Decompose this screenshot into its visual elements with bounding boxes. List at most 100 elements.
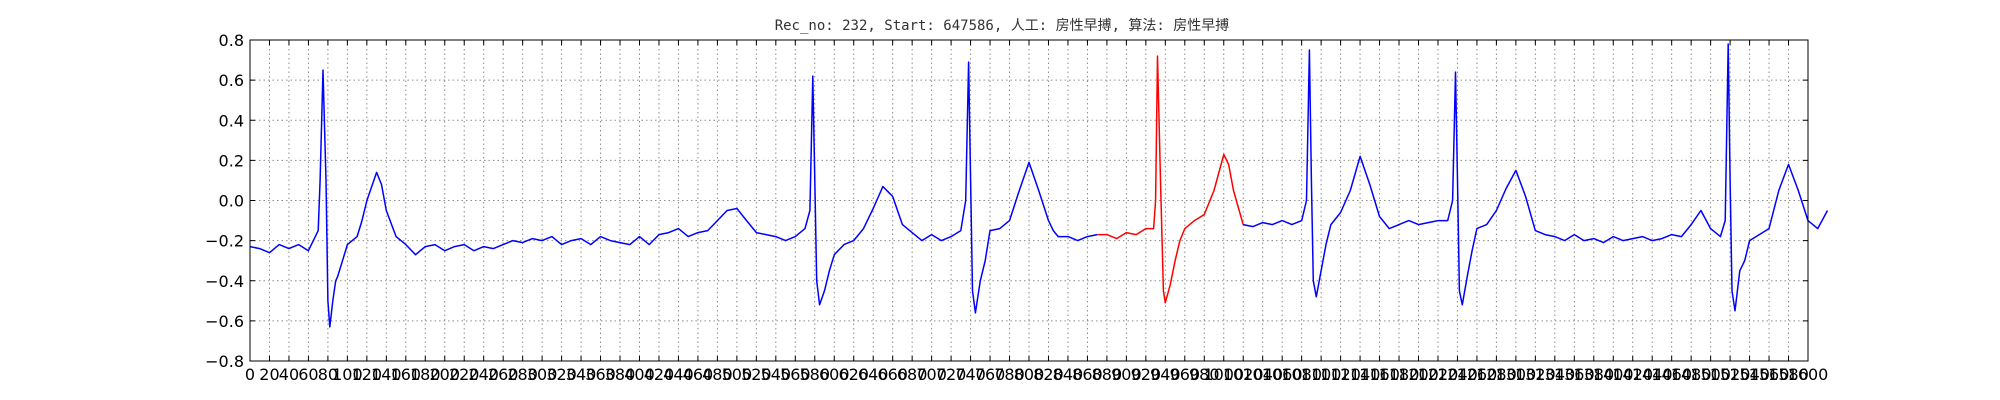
- y-tick-label: −0.4: [205, 272, 244, 291]
- x-tick-label: 1100: [1301, 365, 1342, 384]
- x-tick-label: 80: [318, 365, 338, 384]
- x-tick-label: 700: [916, 365, 947, 384]
- x-tick-label: 1480: [1671, 365, 1712, 384]
- x-tick-label: 1500: [1690, 365, 1731, 384]
- y-tick-label: 0.4: [219, 111, 244, 130]
- y-axis-ticks: −0.8 −0.6 −0.4 −0.2 0.0 0.2 0.4 0.6 0.8: [205, 31, 1808, 371]
- x-tick-label: 960: [1170, 365, 1201, 384]
- x-tick-label: 240: [468, 365, 499, 384]
- y-tick-label: 0.0: [219, 192, 244, 211]
- x-tick-label: 760: [975, 365, 1006, 384]
- x-tick-label: 1360: [1554, 365, 1595, 384]
- x-tick-label: 1180: [1379, 365, 1420, 384]
- x-tick-label: 780: [994, 365, 1025, 384]
- x-tick-label: 1040: [1242, 365, 1283, 384]
- x-tick-label: 400: [624, 365, 655, 384]
- x-tick-label: 500: [722, 365, 753, 384]
- x-tick-label: 340: [566, 365, 597, 384]
- x-tick-label: 720: [936, 365, 967, 384]
- y-tick-label: 0.6: [219, 71, 244, 90]
- x-tick-label: 1060: [1262, 365, 1303, 384]
- x-tick-label: 680: [897, 365, 928, 384]
- x-tick-label: 740: [955, 365, 986, 384]
- ecg-series-line-1: [249, 61, 1098, 328]
- x-axis-ticks: 0 20 40 60 801001201401601802002202402602803…: [245, 40, 1828, 384]
- x-tick-label: 320: [546, 365, 577, 384]
- x-tick-label: 860: [1072, 365, 1103, 384]
- x-tick-label: 280: [507, 365, 538, 384]
- x-tick-label: 40: [279, 365, 299, 384]
- x-tick-label: 260: [488, 365, 519, 384]
- x-tick-label: 880: [1092, 365, 1123, 384]
- x-tick-label: 100: [332, 365, 363, 384]
- x-tick-label: 940: [1150, 365, 1181, 384]
- y-tick-label: 0.8: [219, 31, 244, 50]
- x-tick-label: 420: [644, 365, 675, 384]
- x-tick-label: 600: [819, 365, 850, 384]
- x-tick-label: 1340: [1534, 365, 1575, 384]
- x-tick-label: 1160: [1359, 365, 1400, 384]
- x-tick-label: 1080: [1281, 365, 1322, 384]
- x-tick-label: 520: [741, 365, 772, 384]
- ecg-trace: [249, 43, 1829, 328]
- ecg-series-line-2: [1097, 55, 1244, 304]
- x-tick-label: 220: [449, 365, 480, 384]
- x-tick-label: 640: [858, 365, 889, 384]
- x-tick-label: 160: [391, 365, 422, 384]
- x-tick-label: 840: [1053, 365, 1084, 384]
- grid-lines: [250, 40, 1808, 361]
- x-tick-label: 1000: [1203, 365, 1244, 384]
- ecg-series-line-3: [1243, 43, 1829, 312]
- y-tick-label: −0.8: [205, 352, 244, 371]
- x-tick-label: 980: [1189, 365, 1220, 384]
- x-tick-label: 380: [605, 365, 636, 384]
- x-tick-label: 1300: [1496, 365, 1537, 384]
- y-tick-label: −0.2: [205, 232, 244, 251]
- x-tick-label: 1440: [1632, 365, 1673, 384]
- x-tick-label: 60: [298, 365, 318, 384]
- x-tick-label: 1220: [1418, 365, 1459, 384]
- x-tick-label: 1240: [1437, 365, 1478, 384]
- x-tick-label: 1260: [1457, 365, 1498, 384]
- x-tick-label: 1120: [1320, 365, 1361, 384]
- x-tick-label: 1380: [1573, 365, 1614, 384]
- x-tick-label: 620: [838, 365, 869, 384]
- x-tick-label: 1400: [1593, 365, 1634, 384]
- x-tick-label: 1460: [1651, 365, 1692, 384]
- x-tick-label: 1560: [1749, 365, 1790, 384]
- x-tick-label: 180: [410, 365, 441, 384]
- x-tick-label: 480: [702, 365, 733, 384]
- y-tick-label: −0.6: [205, 312, 244, 331]
- x-tick-label: 1320: [1515, 365, 1556, 384]
- x-tick-label: 900: [1111, 365, 1142, 384]
- x-tick-label: 1140: [1340, 365, 1381, 384]
- x-tick-label: 540: [761, 365, 792, 384]
- x-tick-label: 1520: [1710, 365, 1751, 384]
- chart-title: Rec_no: 232, Start: 647586, 人工: 房性早搏, 算法…: [775, 17, 1230, 34]
- x-tick-label: 300: [527, 365, 558, 384]
- x-tick-label: 1580: [1768, 365, 1809, 384]
- x-tick-label: 820: [1033, 365, 1064, 384]
- x-tick-label: 1600: [1788, 365, 1829, 384]
- x-tick-label: 560: [780, 365, 811, 384]
- x-tick-label: 0: [245, 365, 255, 384]
- x-tick-label: 1020: [1223, 365, 1264, 384]
- x-tick-label: 920: [1131, 365, 1162, 384]
- x-tick-label: 660: [877, 365, 908, 384]
- x-tick-label: 360: [585, 365, 616, 384]
- x-tick-label: 120: [352, 365, 383, 384]
- x-tick-label: 1420: [1612, 365, 1653, 384]
- y-tick-label: 0.2: [219, 151, 244, 170]
- x-tick-label: 460: [683, 365, 714, 384]
- x-tick-label: 1280: [1476, 365, 1517, 384]
- x-tick-label: 1200: [1398, 365, 1439, 384]
- x-tick-label: 200: [429, 365, 460, 384]
- x-tick-label: 20: [259, 365, 279, 384]
- x-tick-label: 580: [800, 365, 831, 384]
- plot-frame: [249, 39, 1809, 362]
- x-tick-label: 1540: [1729, 365, 1770, 384]
- x-tick-label: 440: [663, 365, 694, 384]
- x-tick-label: 800: [1014, 365, 1045, 384]
- x-tick-label: 140: [371, 365, 402, 384]
